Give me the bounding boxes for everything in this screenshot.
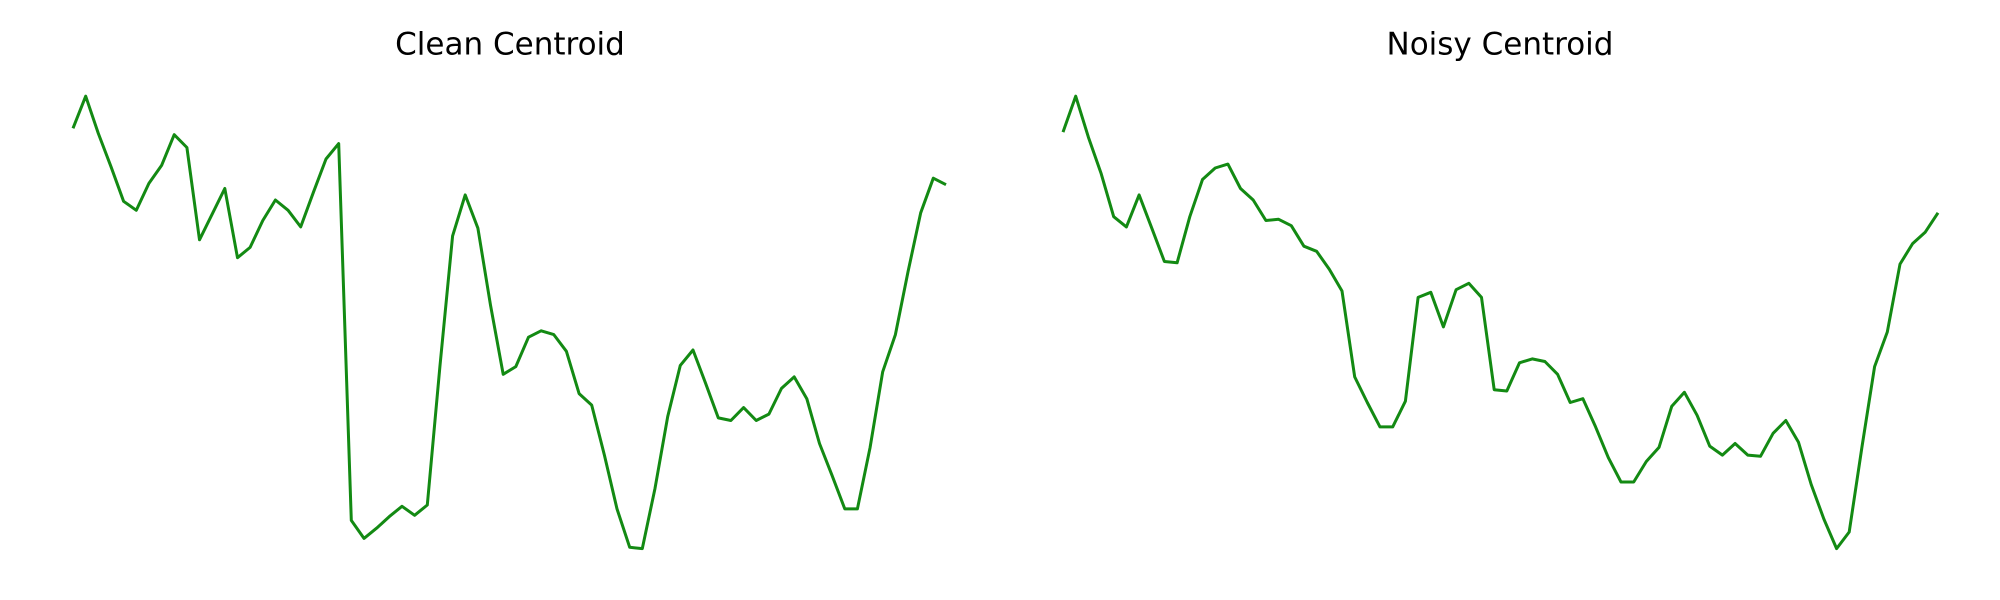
chart-title: Noisy Centroid: [1387, 27, 1614, 63]
line: [1061, 94, 1940, 551]
chart-title: Clean Centroid: [395, 27, 625, 63]
line: [71, 94, 947, 551]
